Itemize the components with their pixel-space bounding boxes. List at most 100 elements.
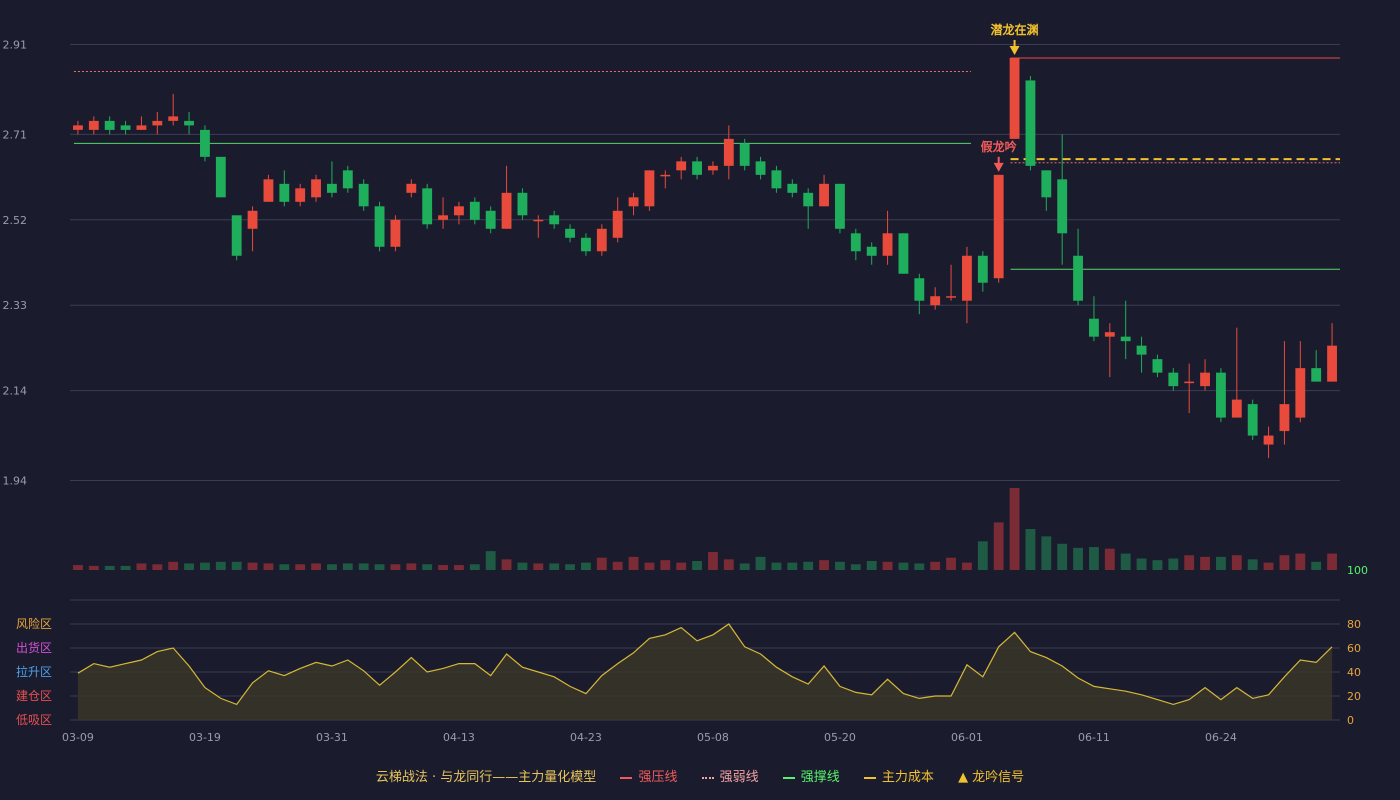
volume-bar	[977, 541, 988, 570]
candle-body	[676, 161, 687, 171]
signal-arrow	[1009, 45, 1020, 55]
zone-label: 出货区	[16, 640, 52, 655]
volume-bar	[1200, 556, 1210, 570]
candle-body	[501, 192, 512, 229]
candle-body	[596, 228, 607, 252]
candle-body	[1184, 381, 1195, 384]
volume-bar	[1327, 553, 1337, 570]
legend-label: 强弱线	[719, 770, 759, 785]
volume-bar	[73, 565, 83, 570]
volume-bar	[327, 564, 337, 570]
volume-bar	[866, 560, 877, 570]
candle-body	[438, 215, 448, 220]
volume-bar	[692, 560, 702, 570]
candle-body	[533, 219, 544, 222]
volume-bar	[374, 564, 385, 570]
candle-body	[1073, 255, 1083, 301]
candle-body	[723, 138, 734, 166]
candle-body	[342, 170, 353, 189]
date-tick-label: 04-13	[443, 731, 475, 744]
indicator-area	[77, 624, 1333, 720]
price-tick-label: 1.94	[3, 475, 28, 488]
volume-bar	[152, 564, 163, 570]
volume-bar	[1216, 556, 1226, 570]
candle-body	[850, 233, 861, 252]
volume-bar	[200, 562, 210, 570]
candle-body	[200, 129, 210, 157]
volume-bar	[1136, 558, 1147, 570]
candle-body	[422, 188, 433, 225]
candle-body	[977, 255, 988, 283]
legend-item-main-cost[interactable]: 主力成本	[863, 766, 934, 785]
legend-item-strong-support[interactable]: 强撑线	[782, 766, 840, 785]
volume-axis-label: 100	[1347, 564, 1368, 577]
legend-item-dragon-signal[interactable]: ▲ 龙吟信号	[958, 766, 1024, 785]
volume-bar	[723, 559, 734, 570]
date-tick-label: 03-31	[316, 731, 348, 744]
volume-bar	[946, 557, 956, 570]
volume-bar	[501, 559, 512, 570]
candle-body	[390, 219, 401, 247]
volume-bar	[104, 565, 115, 570]
volume-bar	[914, 563, 925, 570]
triangle-icon: ▲	[958, 770, 969, 785]
volume-bar	[136, 563, 147, 570]
volume-bar	[660, 560, 671, 570]
volume-bar	[628, 556, 639, 570]
candle-body	[469, 201, 480, 220]
candle-body	[914, 278, 925, 301]
candle-body	[136, 125, 147, 130]
date-tick-label: 06-24	[1205, 731, 1237, 744]
volume-bar	[454, 565, 464, 570]
volume-bar	[517, 562, 528, 570]
legend-swatch	[620, 776, 633, 779]
zone-label: 建仓区	[16, 689, 52, 703]
indicator-tick-label: 40	[1347, 666, 1361, 679]
candle-body	[1009, 57, 1020, 139]
legend-label: 强压线	[638, 770, 678, 785]
candle-body	[73, 125, 83, 130]
volume-bar	[755, 556, 766, 570]
volume-bar	[469, 564, 480, 570]
volume-bar	[342, 563, 353, 570]
volume-bar	[1295, 553, 1306, 570]
candle-body	[946, 296, 956, 298]
candle-body	[898, 233, 909, 274]
volume-bar	[1009, 488, 1020, 570]
candle-body	[660, 174, 671, 177]
candle-body	[628, 197, 639, 207]
price-tick-label: 2.14	[3, 385, 28, 398]
legend-item-strong-pressure[interactable]: 强压线	[620, 766, 677, 785]
candle-body	[692, 161, 702, 175]
date-tick-label: 04-23	[570, 731, 602, 744]
volume-bar	[1247, 559, 1258, 570]
candle-body	[120, 125, 131, 130]
volume-bar	[184, 563, 194, 570]
candle-body	[231, 215, 242, 256]
candle-body	[168, 116, 179, 121]
price-tick-label: 2.52	[3, 214, 28, 227]
candle-body	[755, 161, 766, 175]
legend-item-strong-weak[interactable]: 强弱线	[701, 766, 759, 785]
candle-body	[184, 120, 194, 126]
candle-body	[311, 179, 321, 198]
candle-body	[358, 183, 369, 207]
volume-bar	[787, 562, 798, 570]
volume-bar	[882, 561, 893, 570]
indicator-tick-label: 20	[1347, 690, 1361, 703]
volume-bar	[1057, 543, 1068, 570]
volume-bar	[1311, 561, 1322, 570]
candle-body	[739, 143, 750, 166]
date-tick-label: 03-19	[189, 731, 221, 744]
volume-bar	[644, 562, 655, 570]
legend-label: 强撑线	[800, 770, 840, 785]
volume-bar	[771, 562, 782, 570]
volume-bar	[676, 562, 687, 570]
candle-body	[644, 170, 655, 207]
candle-body	[1216, 372, 1226, 418]
candle-body	[215, 156, 226, 198]
candle-body	[835, 183, 845, 229]
candle-body	[993, 174, 1004, 279]
zone-label: 拉升区	[16, 664, 52, 679]
